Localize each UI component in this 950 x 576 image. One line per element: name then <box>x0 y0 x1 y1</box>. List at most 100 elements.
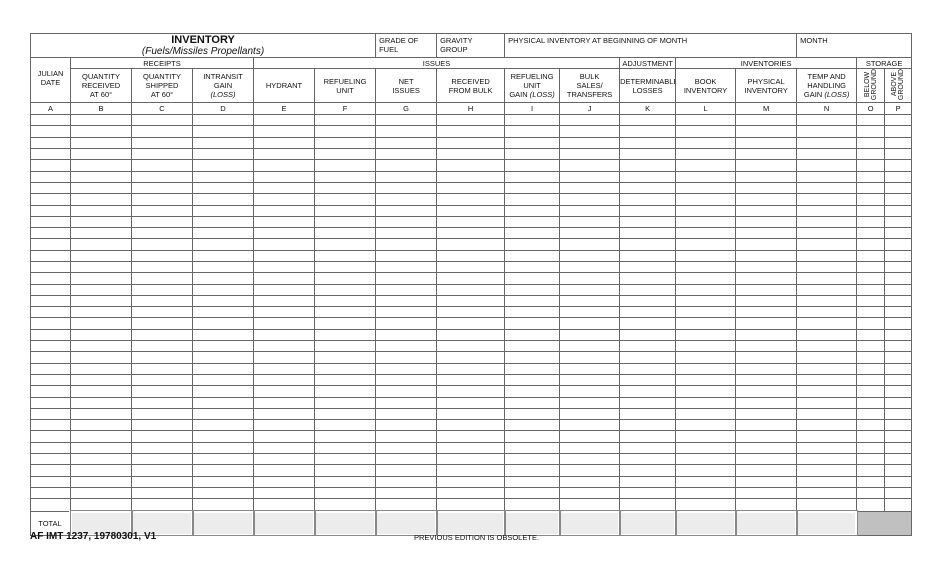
entry-cell[interactable] <box>192 396 254 409</box>
entry-cell[interactable] <box>253 238 315 251</box>
entry-cell[interactable] <box>504 249 561 262</box>
entry-cell[interactable] <box>856 340 886 353</box>
entry-cell[interactable] <box>619 125 677 138</box>
entry-cell[interactable] <box>436 204 506 217</box>
entry-cell[interactable] <box>192 340 254 353</box>
entry-cell[interactable] <box>253 340 315 353</box>
entry-cell[interactable] <box>884 148 913 161</box>
entry-cell[interactable] <box>70 328 132 342</box>
entry-cell[interactable] <box>253 441 315 455</box>
entry-cell[interactable] <box>70 475 132 488</box>
entry-cell[interactable] <box>884 396 913 409</box>
entry-cell[interactable] <box>30 306 71 319</box>
entry-cell[interactable] <box>70 498 132 512</box>
entry-cell[interactable] <box>735 170 798 183</box>
entry-cell[interactable] <box>675 385 737 398</box>
entry-cell[interactable] <box>313 419 377 432</box>
entry-cell[interactable] <box>253 419 315 432</box>
entry-cell[interactable] <box>884 204 913 217</box>
entry-cell[interactable] <box>436 306 506 319</box>
entry-cell[interactable] <box>30 396 71 409</box>
entry-cell[interactable] <box>70 204 132 217</box>
entry-cell[interactable] <box>253 328 315 342</box>
entry-cell[interactable] <box>192 419 254 432</box>
total-cell[interactable] <box>374 509 439 537</box>
entry-cell[interactable] <box>313 193 377 206</box>
entry-cell[interactable] <box>30 317 71 330</box>
entry-cell[interactable] <box>192 260 254 274</box>
entry-cell[interactable] <box>619 272 677 285</box>
entry-cell[interactable] <box>796 193 858 206</box>
entry-cell[interactable] <box>735 373 798 387</box>
entry-cell[interactable] <box>192 498 254 512</box>
entry-cell[interactable] <box>436 136 506 150</box>
entry-cell[interactable] <box>504 317 561 330</box>
entry-cell[interactable] <box>131 125 193 138</box>
entry-cell[interactable] <box>884 328 913 342</box>
entry-cell[interactable] <box>70 249 132 262</box>
entry-cell[interactable] <box>131 215 193 229</box>
entry-cell[interactable] <box>856 385 886 398</box>
entry-cell[interactable] <box>192 464 254 477</box>
entry-cell[interactable] <box>313 294 377 308</box>
entry-cell[interactable] <box>30 204 71 217</box>
entry-cell[interactable] <box>619 215 677 229</box>
entry-cell[interactable] <box>675 351 737 364</box>
entry-cell[interactable] <box>375 464 438 477</box>
entry-cell[interactable] <box>30 385 71 398</box>
entry-cell[interactable] <box>884 181 913 195</box>
entry-cell[interactable] <box>131 328 193 342</box>
entry-cell[interactable] <box>504 464 561 477</box>
entry-cell[interactable] <box>313 260 377 274</box>
entry-cell[interactable] <box>131 441 193 455</box>
entry-cell[interactable] <box>619 340 677 353</box>
entry-cell[interactable] <box>436 373 506 387</box>
entry-cell[interactable] <box>436 260 506 274</box>
entry-cell[interactable] <box>735 294 798 308</box>
entry-cell[interactable] <box>436 385 506 398</box>
entry-cell[interactable] <box>675 204 737 217</box>
entry-cell[interactable] <box>619 385 677 398</box>
entry-cell[interactable] <box>796 306 858 319</box>
entry-cell[interactable] <box>856 215 886 229</box>
entry-cell[interactable] <box>559 181 621 195</box>
entry-cell[interactable] <box>192 181 254 195</box>
entry-cell[interactable] <box>436 475 506 488</box>
entry-cell[interactable] <box>131 136 193 150</box>
entry-cell[interactable] <box>884 317 913 330</box>
entry-cell[interactable] <box>559 260 621 274</box>
entry-cell[interactable] <box>253 193 315 206</box>
entry-cell[interactable] <box>559 249 621 262</box>
entry-cell[interactable] <box>884 227 913 240</box>
entry-cell[interactable] <box>884 407 913 421</box>
entry-cell[interactable] <box>375 260 438 274</box>
entry-cell[interactable] <box>796 362 858 375</box>
entry-cell[interactable] <box>131 227 193 240</box>
entry-cell[interactable] <box>313 396 377 409</box>
entry-cell[interactable] <box>504 396 561 409</box>
entry-cell[interactable] <box>504 453 561 466</box>
entry-cell[interactable] <box>619 464 677 477</box>
entry-cell[interactable] <box>30 340 71 353</box>
entry-cell[interactable] <box>884 159 913 172</box>
entry-cell[interactable] <box>70 125 132 138</box>
entry-cell[interactable] <box>559 294 621 308</box>
entry-cell[interactable] <box>192 385 254 398</box>
entry-cell[interactable] <box>192 148 254 161</box>
entry-cell[interactable] <box>436 125 506 138</box>
entry-cell[interactable] <box>619 136 677 150</box>
entry-cell[interactable] <box>436 317 506 330</box>
entry-cell[interactable] <box>884 215 913 229</box>
entry-cell[interactable] <box>436 215 506 229</box>
entry-cell[interactable] <box>375 136 438 150</box>
entry-cell[interactable] <box>192 362 254 375</box>
entry-cell[interactable] <box>504 148 561 161</box>
entry-cell[interactable] <box>675 475 737 488</box>
entry-cell[interactable] <box>619 170 677 183</box>
entry-cell[interactable] <box>313 373 377 387</box>
entry-cell[interactable] <box>559 125 621 138</box>
entry-cell[interactable] <box>884 283 913 296</box>
entry-cell[interactable] <box>796 294 858 308</box>
entry-cell[interactable] <box>375 396 438 409</box>
entry-cell[interactable] <box>796 430 858 443</box>
